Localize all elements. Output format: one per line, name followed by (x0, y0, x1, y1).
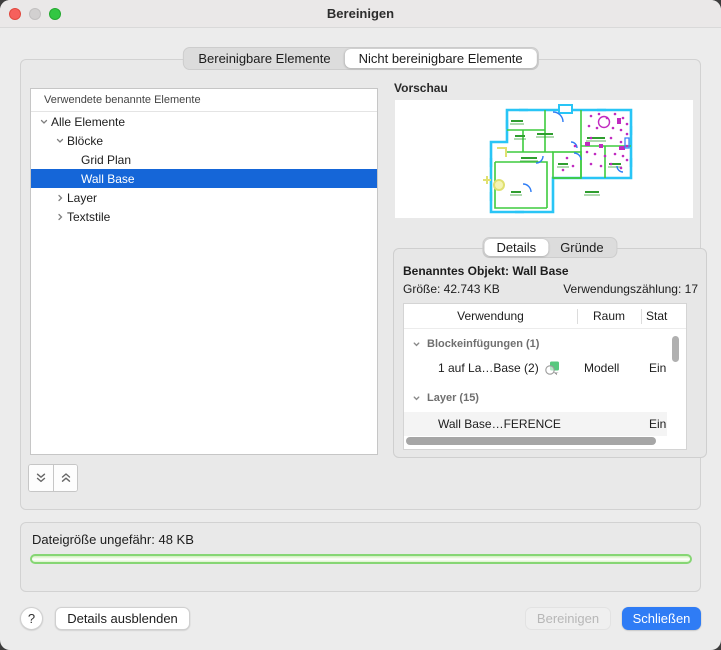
usage-table-body: Blockeinfügungen (1) 1 auf La…Base (2) M… (404, 330, 667, 449)
column-header-status[interactable]: Stat (646, 309, 668, 323)
collapse-all-button[interactable] (53, 465, 77, 491)
table-row[interactable]: 1 auf La…Base (2) Modell Ein (404, 356, 667, 380)
chevron-down-icon[interactable] (53, 136, 67, 146)
group-label: Layer (15) (427, 392, 479, 404)
tree-header: Verwendete benannte Elemente (31, 89, 377, 112)
object-metrics-row: Größe: 42.743 KB Verwendungszählung: 17 (403, 282, 701, 296)
file-size-progress-bar (30, 554, 692, 564)
column-divider (577, 309, 578, 324)
usage-table-header: Verwendung Raum Stat (404, 304, 686, 329)
status-cell: Ein (649, 361, 667, 375)
group-label: Blockeinfügungen (1) (427, 338, 540, 350)
named-elements-tree[interactable]: Verwendete benannte Elemente Alle Elemen… (30, 88, 378, 455)
tab-details[interactable]: Details (484, 239, 549, 256)
hide-details-button[interactable]: Details ausblenden (55, 607, 190, 630)
expand-all-button[interactable] (29, 465, 53, 491)
close-button[interactable]: Schließen (622, 607, 701, 630)
file-size-label: Dateigröße ungefähr: 48 KB (32, 532, 194, 547)
tree-item-label: Alle Elemente (51, 114, 126, 129)
usage-table[interactable]: Verwendung Raum Stat Blockeinfügungen (1… (403, 303, 687, 450)
details-reason-tabs: Details Gründe (482, 237, 618, 258)
floorplan-preview-image (483, 104, 633, 214)
tree-item-alle-elemente[interactable]: Alle Elemente (31, 112, 377, 131)
status-cell: Ein (649, 417, 667, 431)
object-usage-count: Verwendungszählung: 17 (563, 282, 698, 296)
table-group-blockeinfuegungen[interactable]: Blockeinfügungen (1) (404, 334, 667, 354)
window-title: Bereinigen (326, 6, 395, 21)
tree-item-label: Grid Plan (81, 152, 132, 167)
double-chevron-up-icon (61, 473, 70, 482)
space-cell: Modell (584, 361, 620, 375)
tree-item-layer[interactable]: Layer (31, 188, 377, 207)
tab-gruende[interactable]: Gründe (560, 240, 604, 255)
tab-bereinigbare-elemente[interactable]: Bereinigbare Elemente (198, 51, 331, 66)
table-group-layer[interactable]: Layer (15) (404, 388, 667, 408)
minimize-window-button (29, 8, 41, 20)
chevron-down-icon[interactable] (37, 117, 51, 127)
horizontal-scrollbar[interactable] (406, 437, 656, 445)
tree-item-bloecke[interactable]: Blöcke (31, 131, 377, 150)
named-object-title: Benanntes Objekt: Wall Base (403, 264, 569, 278)
chevron-down-icon[interactable] (412, 340, 421, 349)
tree-item-label: Wall Base (81, 171, 135, 186)
tree-item-label: Blöcke (67, 133, 104, 148)
column-divider (641, 309, 642, 324)
usage-cell: Wall Base…FERENCE (438, 417, 561, 431)
preview-label: Vorschau (394, 81, 448, 95)
title-bar: Bereinigen (0, 0, 721, 28)
tree-item-wall-base[interactable]: Wall Base (31, 169, 377, 188)
column-header-raum[interactable]: Raum (592, 309, 625, 323)
zoom-to-block-icon[interactable] (544, 361, 560, 376)
column-header-verwendung[interactable]: Verwendung (457, 309, 524, 323)
vertical-scrollbar[interactable] (672, 336, 679, 362)
chevron-right-icon[interactable] (53, 193, 67, 203)
tree-item-label: Textstile (67, 209, 111, 224)
object-size: Größe: 42.743 KB (403, 282, 500, 296)
double-chevron-down-icon (36, 473, 46, 483)
usage-cell: 1 auf La…Base (2) (438, 361, 539, 375)
tree-item-grid-plan[interactable]: Grid Plan (31, 150, 377, 169)
element-category-tabs: Bereinigbare Elemente Nicht bereinigbare… (182, 47, 539, 70)
zoom-window-button[interactable] (49, 8, 61, 20)
purge-button: Bereinigen (525, 607, 611, 630)
chevron-right-icon[interactable] (53, 212, 67, 222)
close-window-button[interactable] (9, 8, 21, 20)
help-button[interactable]: ? (20, 607, 43, 630)
tree-item-label: Layer (67, 190, 98, 205)
tree-item-textstile[interactable]: Textstile (31, 207, 377, 226)
chevron-down-icon[interactable] (412, 394, 421, 403)
preview-box (395, 100, 693, 218)
table-row[interactable]: Wall Base…FERENCE Ein (404, 412, 667, 436)
tab-nicht-bereinigbare-elemente[interactable]: Nicht bereinigbare Elemente (344, 49, 537, 68)
tree-expander-buttons (28, 464, 78, 492)
